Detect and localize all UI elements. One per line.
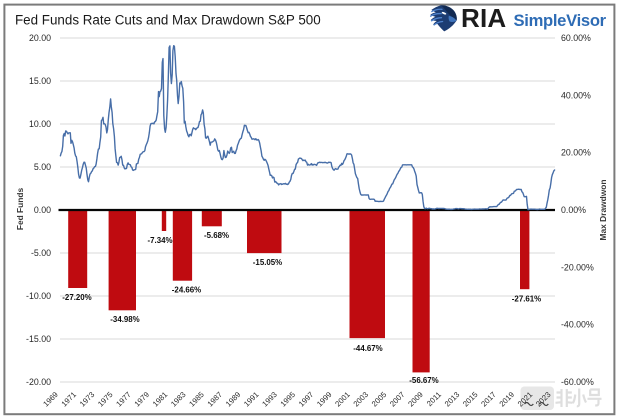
svg-text:1973: 1973 bbox=[78, 390, 96, 408]
svg-text:1971: 1971 bbox=[60, 390, 78, 408]
svg-text:1995: 1995 bbox=[279, 390, 297, 408]
svg-text:1999: 1999 bbox=[315, 390, 333, 408]
svg-text:0.00: 0.00 bbox=[34, 205, 51, 215]
svg-text:5.00: 5.00 bbox=[34, 162, 51, 172]
svg-text:1997: 1997 bbox=[297, 390, 315, 408]
svg-text:-5.00: -5.00 bbox=[31, 248, 51, 258]
svg-text:-56.67%: -56.67% bbox=[409, 376, 438, 385]
svg-text:40.00%: 40.00% bbox=[561, 90, 591, 100]
svg-text:2005: 2005 bbox=[370, 390, 388, 408]
svg-text:SimpleVisor: SimpleVisor bbox=[514, 11, 607, 30]
svg-text:1977: 1977 bbox=[114, 390, 132, 408]
svg-text:-40.00%: -40.00% bbox=[561, 320, 594, 330]
svg-text:2009: 2009 bbox=[406, 390, 424, 408]
svg-text:20.00%: 20.00% bbox=[561, 148, 591, 158]
svg-text:-27.20%: -27.20% bbox=[62, 293, 91, 302]
svg-text:-20.00: -20.00 bbox=[26, 377, 51, 387]
svg-text:0.00%: 0.00% bbox=[561, 205, 586, 215]
svg-text:Fed Funds: Fed Funds bbox=[15, 187, 25, 230]
svg-text:-24.66%: -24.66% bbox=[172, 286, 201, 295]
svg-text:1983: 1983 bbox=[169, 390, 187, 408]
svg-text:-5.68%: -5.68% bbox=[204, 231, 229, 240]
svg-text:-34.98%: -34.98% bbox=[110, 315, 139, 324]
svg-text:-44.67%: -44.67% bbox=[353, 344, 382, 353]
svg-text:Fed Funds Rate Cuts and Max Dr: Fed Funds Rate Cuts and Max Drawdown S&P… bbox=[15, 13, 321, 28]
svg-text:RIA: RIA bbox=[461, 3, 506, 33]
svg-text:-15.00: -15.00 bbox=[26, 334, 51, 344]
svg-text:-10.00: -10.00 bbox=[26, 291, 51, 301]
svg-text:1981: 1981 bbox=[151, 390, 169, 408]
svg-text:-7.34%: -7.34% bbox=[147, 236, 172, 245]
svg-text:1969: 1969 bbox=[41, 390, 59, 408]
svg-text:2011: 2011 bbox=[425, 390, 443, 408]
svg-text:Max Drawdwon: Max Drawdwon bbox=[598, 180, 608, 241]
svg-text:2019: 2019 bbox=[498, 390, 516, 408]
svg-text:2017: 2017 bbox=[479, 390, 497, 408]
svg-text:1987: 1987 bbox=[206, 390, 224, 408]
svg-text:10.00: 10.00 bbox=[29, 119, 51, 129]
svg-text:1993: 1993 bbox=[260, 390, 278, 408]
svg-text:15.00: 15.00 bbox=[29, 76, 51, 86]
svg-text:20.00: 20.00 bbox=[29, 33, 51, 43]
svg-text:1975: 1975 bbox=[96, 390, 114, 408]
svg-text:1985: 1985 bbox=[187, 390, 205, 408]
svg-text:-20.00%: -20.00% bbox=[561, 262, 594, 272]
svg-text:1991: 1991 bbox=[242, 390, 260, 408]
svg-text:2003: 2003 bbox=[352, 390, 370, 408]
svg-text:1979: 1979 bbox=[133, 390, 151, 408]
svg-text:2013: 2013 bbox=[443, 390, 461, 408]
svg-text:1989: 1989 bbox=[224, 390, 242, 408]
svg-text:2015: 2015 bbox=[461, 390, 479, 408]
svg-text:-27.61%: -27.61% bbox=[512, 294, 541, 303]
svg-text:60.00%: 60.00% bbox=[561, 33, 591, 43]
svg-text:2007: 2007 bbox=[388, 390, 406, 408]
svg-text:-15.05%: -15.05% bbox=[253, 258, 282, 267]
svg-text:-60.00%: -60.00% bbox=[561, 377, 594, 387]
svg-text:2001: 2001 bbox=[333, 390, 351, 408]
